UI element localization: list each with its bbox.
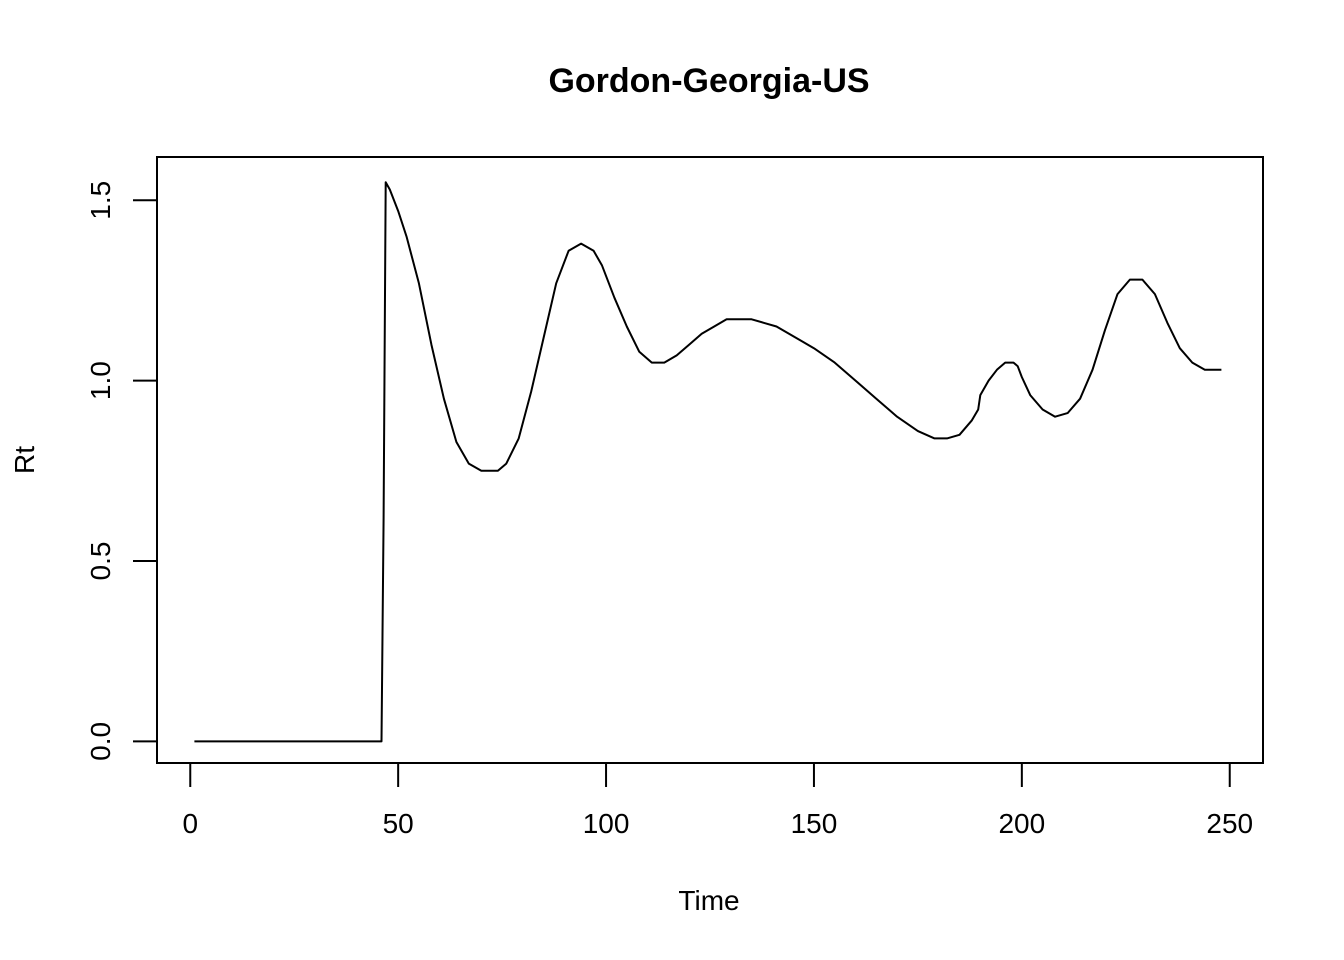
y-axis-label: Rt [9,446,40,474]
y-tick-label: 0.5 [85,542,116,581]
y-tick-label: 1.5 [85,181,116,220]
x-axis: 0 50 100 150 200 250 [182,762,1253,839]
y-tick-label: 1.0 [85,361,116,400]
x-tick-label: 150 [791,808,838,839]
series-line [194,181,1222,743]
series-layer [194,181,1222,743]
y-axis: 0.0 0.5 1.0 1.5 [85,181,158,761]
x-tick-label: 50 [383,808,414,839]
x-tick-label: 0 [182,808,198,839]
y-tick-label: 0.0 [85,722,116,761]
chart-title: Gordon-Georgia-US [548,62,869,100]
x-tick-label: 250 [1206,808,1253,839]
x-tick-label: 200 [998,808,1045,839]
x-axis-label: Time [678,885,739,916]
x-tick-label: 100 [583,808,630,839]
plot-frame [156,156,1264,764]
